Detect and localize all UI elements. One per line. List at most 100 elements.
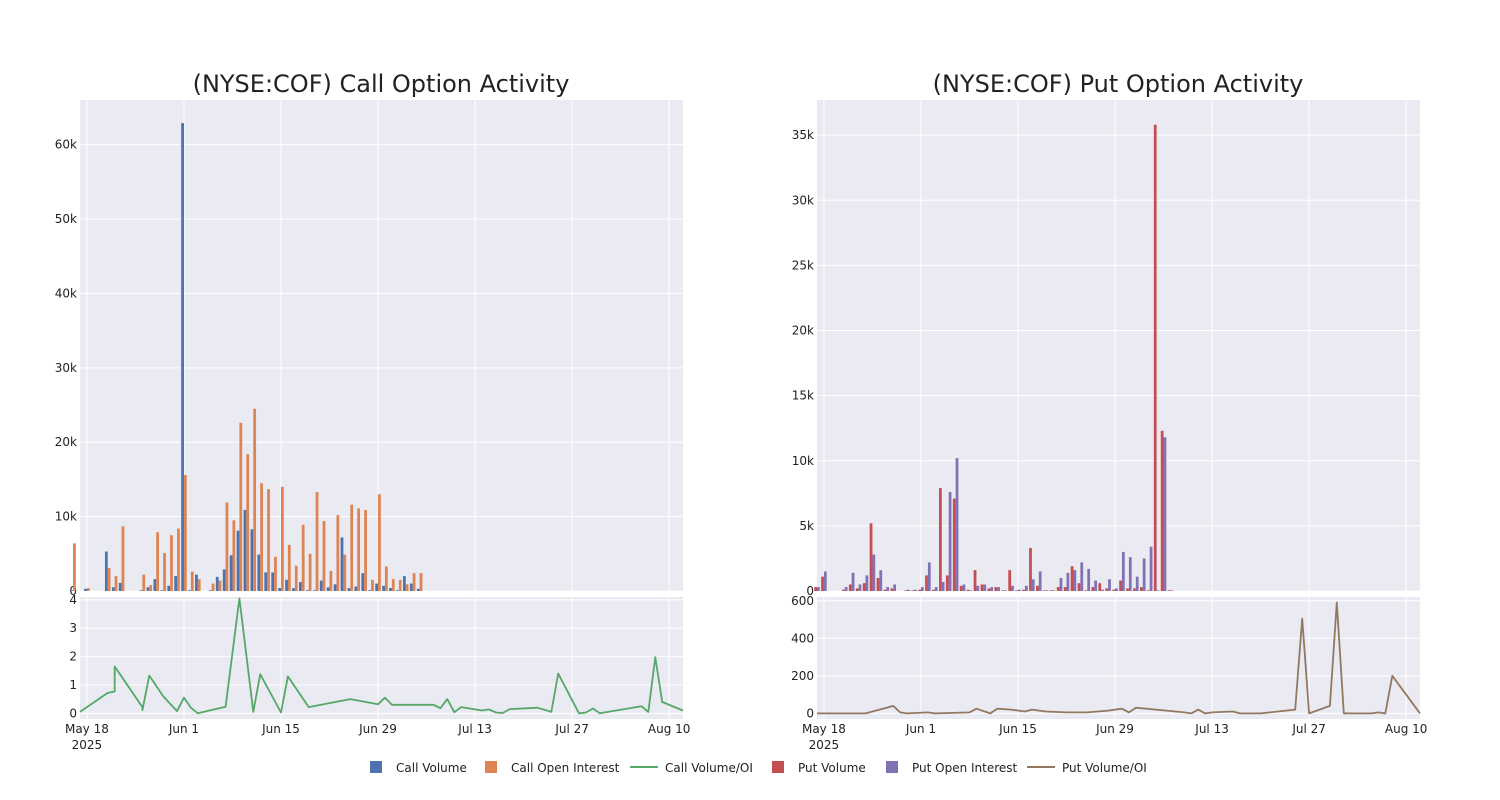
call-oi-bar [253, 408, 257, 591]
call-volume-bar [409, 583, 413, 591]
put-volume-bar [904, 590, 908, 591]
call-volume-bar [84, 588, 87, 591]
legend-item-call-volume: Call Volume [370, 761, 467, 775]
call-xtick-label: Aug 10 [648, 722, 691, 736]
legend-label: Call Volume [396, 761, 467, 775]
put-volume-bar [814, 587, 817, 591]
call-oi-bar [225, 502, 229, 591]
put-volume-bar [1056, 587, 1060, 591]
put-ratio-ytick-label: 200 [791, 669, 814, 683]
call-chart-title: (NYSE:COF) Call Option Activity [193, 70, 570, 98]
call-volume-bar [326, 587, 330, 591]
call-volume-bar [195, 574, 198, 591]
put-oi-bar [1121, 551, 1125, 591]
put-oi-bar [1031, 579, 1035, 591]
call-oi-bar [287, 544, 291, 591]
put-volume-bar [1036, 585, 1039, 591]
put-oi-bar [1045, 590, 1049, 591]
call-volume-bar [139, 590, 143, 591]
call-volume-bar [118, 582, 122, 591]
put-volume-bar [918, 589, 921, 591]
call-ratio-ytick-label: 4 [69, 593, 77, 607]
put-ratio-panel: 0 200 400 600 May 18 2025 Jun 1 Jun 15 Jun 29 Jul… [791, 594, 1427, 752]
put-volume-bar [945, 575, 949, 591]
put-volume-bar [1139, 587, 1143, 591]
call-volume-bar [368, 590, 372, 591]
put-oi-bar [976, 585, 980, 591]
call-volume-bar [215, 576, 219, 591]
legend-item-put-open-interest: Put Open Interest [886, 761, 1018, 775]
put-oi-bar [934, 587, 938, 591]
put-bar-ytick-label: 30k [792, 193, 814, 207]
put-volume-bar [938, 488, 942, 591]
call-volume-bar [208, 590, 212, 591]
call-volume-bar [396, 590, 399, 591]
put-oi-bar [817, 587, 820, 591]
call-xtick-label: Jun 1 [168, 722, 199, 736]
put-volume-bar [1126, 588, 1129, 591]
put-oi-bar [1149, 546, 1153, 591]
legend-swatch-box [370, 761, 382, 773]
put-bar-ytick-label: 15k [792, 389, 814, 403]
legend-label: Call Open Interest [511, 761, 620, 775]
call-oi-bar [384, 566, 388, 591]
legend: Call Volume Call Open Interest Call Volume… [370, 761, 1147, 775]
put-volume-bar [932, 589, 935, 591]
put-volume-bar [1112, 589, 1116, 591]
call-oi-bar [218, 580, 222, 591]
call-oi-bar [177, 528, 180, 591]
call-volume-bar [292, 588, 295, 591]
call-oi-bar [197, 579, 201, 591]
call-volume-bar [104, 551, 108, 591]
call-volume-bar [347, 588, 351, 591]
call-bar-ytick-label: 40k [55, 286, 77, 300]
put-volume-bar [1077, 583, 1081, 591]
put-oi-bar [969, 590, 973, 591]
put-volume-bar [1042, 590, 1046, 591]
call-ratio-plot-area [80, 597, 683, 719]
put-volume-bar [1022, 589, 1025, 591]
put-bar-plot-area [817, 100, 1420, 591]
put-oi-bar [990, 587, 994, 591]
call-oi-bar [294, 565, 298, 591]
call-volume-bar [299, 582, 302, 591]
put-volume-bar [883, 589, 887, 591]
put-oi-bar [1101, 589, 1104, 591]
call-oi-bar [183, 474, 187, 591]
put-volume-bar [1070, 566, 1074, 591]
call-bar-ytick-label: 50k [55, 212, 77, 226]
call-volume-bar [264, 572, 268, 591]
call-volume-bar [361, 573, 365, 591]
legend-label: Put Volume [798, 761, 866, 775]
legend-swatch-box [886, 761, 898, 773]
put-volume-bar [848, 584, 852, 591]
call-volume-bar [188, 590, 191, 591]
put-oi-bar [893, 584, 897, 591]
call-volume-bar [174, 576, 178, 591]
put-oi-bar [879, 570, 883, 591]
call-xtick-label: Jun 29 [358, 722, 397, 736]
put-bar-panel: 0 5k 10k 15k 20k 25k 30k 35k [792, 100, 1420, 598]
put-xtick-label: Jun 29 [1095, 722, 1134, 736]
call-volume-bar [243, 509, 247, 591]
legend-item-call-open-interest: Call Open Interest [485, 761, 620, 775]
put-volume-bar [821, 576, 824, 591]
put-ratio-ytick-label: 400 [791, 631, 814, 645]
put-chart-title: (NYSE:COF) Put Option Activity [933, 70, 1304, 98]
call-volume-bar [146, 587, 150, 591]
put-oi-bar [1156, 590, 1160, 591]
legend-item-call-volume-oi: Call Volume/OI [630, 761, 753, 775]
put-volume-bar [1119, 580, 1122, 591]
call-volume-bar [70, 590, 74, 591]
put-volume-bar [1153, 124, 1157, 591]
call-oi-bar [391, 579, 395, 591]
put-bar-ytick-label: 20k [792, 324, 814, 338]
put-oi-bar [1080, 562, 1084, 591]
call-oi-bar [114, 576, 118, 591]
put-bar-ytick-label: 5k [799, 519, 814, 533]
legend-label: Put Open Interest [912, 761, 1018, 775]
call-oi-bar [329, 570, 333, 591]
put-ratio-ytick-label: 0 [806, 706, 814, 720]
put-volume-bar [1146, 590, 1150, 591]
